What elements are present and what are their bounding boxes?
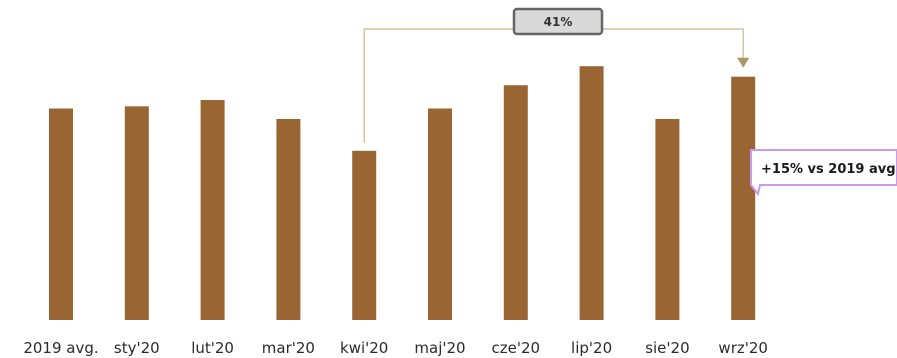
category-label: cze'20 (492, 339, 541, 357)
bar-6 (503, 85, 528, 320)
bar-9 (731, 76, 756, 320)
bar-0 (49, 108, 73, 320)
growth-percent-label: 41% (544, 15, 573, 29)
category-label: sty'20 (114, 339, 160, 357)
callout-box (750, 149, 897, 197)
callout-label: +15% vs 2019 avg (761, 162, 896, 177)
category-label: kwi'20 (340, 339, 388, 357)
bar-7 (579, 66, 604, 320)
growth-bracket-line (363, 28, 744, 143)
bar-2 (200, 100, 225, 320)
category-label: maj'20 (414, 339, 465, 357)
growth-arrowhead (737, 57, 750, 68)
bar-1 (124, 106, 149, 320)
category-label: sie'20 (645, 339, 689, 357)
bars-group (49, 66, 756, 320)
category-label: lip'20 (571, 339, 612, 357)
bar-8 (655, 119, 680, 320)
growth-annotation: 41% (363, 7, 750, 143)
bar-4 (352, 150, 377, 320)
category-label: lut'20 (191, 339, 234, 357)
vs-2019-callout: +15% vs 2019 avg (750, 149, 897, 197)
category-label: wrz'20 (718, 339, 768, 357)
category-label: mar'20 (262, 339, 315, 357)
category-labels-group: 2019 avg. sty'20 lut'20 mar'20 kwi'20 maj'20 c… (23, 339, 768, 357)
growth-badge (512, 7, 604, 36)
bar-3 (276, 119, 301, 320)
bar-5 (428, 108, 452, 320)
category-label: 2019 avg. (23, 339, 98, 357)
